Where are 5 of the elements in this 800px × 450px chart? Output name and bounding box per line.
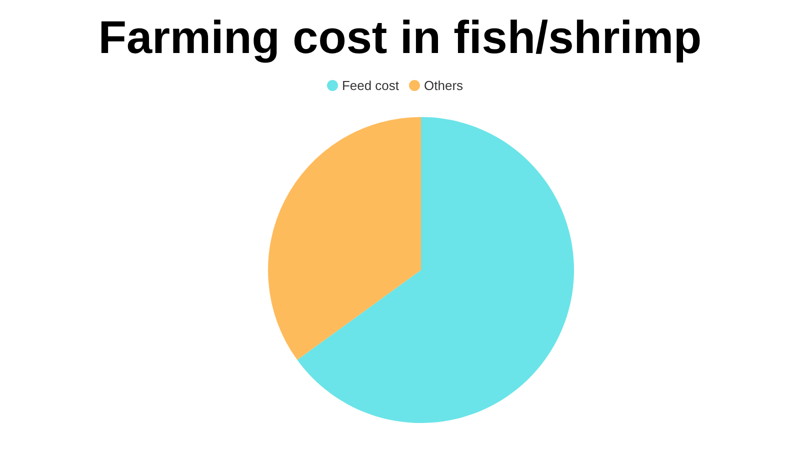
- pie-slice: [297, 117, 574, 423]
- legend-label: Others: [424, 78, 464, 93]
- legend-label: Feed cost: [342, 78, 400, 93]
- chart-title: Farming cost in fish/shrimp: [97, 10, 703, 65]
- pie-slice: [268, 117, 421, 360]
